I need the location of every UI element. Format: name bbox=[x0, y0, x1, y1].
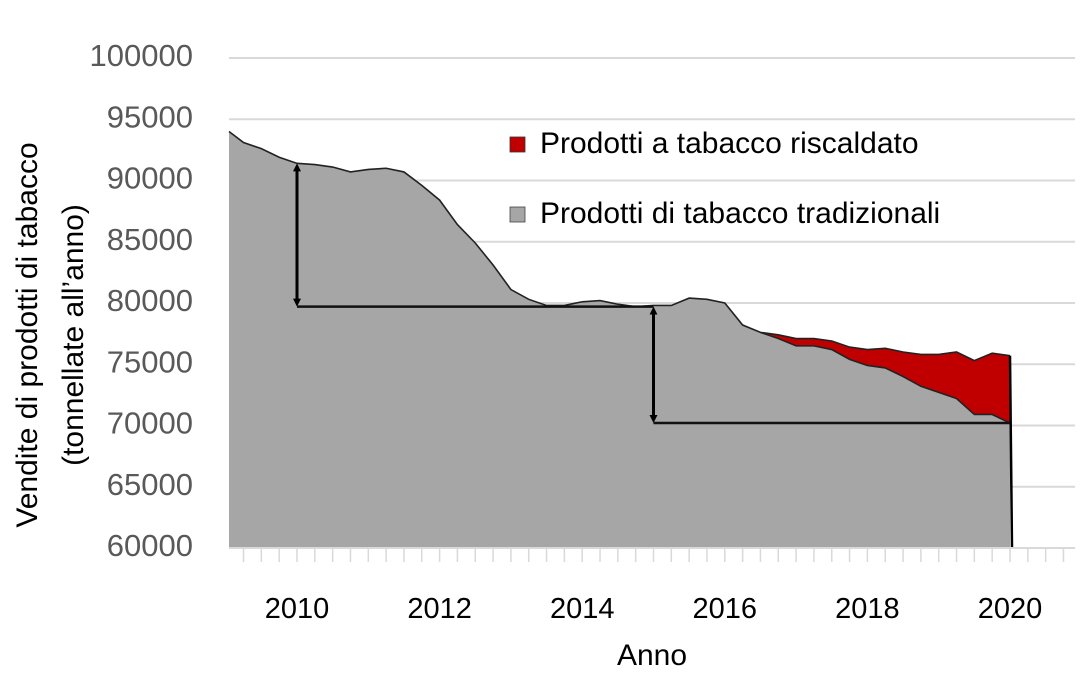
y-tick-label: 60000 bbox=[107, 528, 193, 563]
annotations bbox=[293, 163, 1010, 425]
area-heated bbox=[760, 332, 1010, 424]
legend: Prodotti a tabacco riscaldato Prodotti d… bbox=[509, 127, 940, 230]
y-tick-label: 75000 bbox=[107, 344, 193, 379]
x-tick-label: 2016 bbox=[693, 593, 758, 625]
y-axis: 60000 65000 70000 75000 80000 85000 90000 95000… bbox=[90, 38, 193, 563]
y-tick-label: 85000 bbox=[107, 222, 193, 257]
area-traditional bbox=[229, 131, 1010, 548]
x-tick-label: 2014 bbox=[550, 593, 615, 625]
x-tick-label: 2020 bbox=[978, 593, 1043, 625]
x-tick-label: 2018 bbox=[835, 593, 900, 625]
legend-swatch-red bbox=[509, 136, 526, 153]
legend-label-heated: Prodotti a tabacco riscaldato bbox=[540, 127, 919, 160]
legend-item-traditional: Prodotti di tabacco tradizionali bbox=[509, 197, 940, 230]
y-tick-label: 65000 bbox=[107, 467, 193, 502]
plot-areas bbox=[228, 130, 1014, 549]
y-axis-label-line2: (tonnellate all’anno) bbox=[57, 204, 90, 466]
legend-item-heated: Prodotti a tabacco riscaldato bbox=[509, 127, 919, 160]
line-total bbox=[228, 130, 1011, 362]
y-tick-label: 95000 bbox=[107, 99, 193, 134]
line-traditional bbox=[760, 331, 1011, 424]
drop-line-2020 bbox=[1008, 355, 1014, 549]
y-tick-label: 90000 bbox=[107, 161, 193, 196]
legend-label-traditional: Prodotti di tabacco tradizionali bbox=[540, 197, 940, 230]
y-tick-label: 80000 bbox=[107, 283, 193, 318]
y-axis-label-line1: Vendite di prodotti di tabacco bbox=[11, 142, 44, 527]
y-tick-label: 70000 bbox=[107, 406, 193, 441]
x-tick-label: 2010 bbox=[265, 593, 330, 625]
legend-swatch-gray bbox=[509, 206, 526, 223]
y-tick-label: 100000 bbox=[90, 38, 193, 73]
x-axis: 2010 2012 2014 2016 2018 2020 bbox=[229, 547, 1075, 625]
x-axis-label: Anno bbox=[617, 639, 687, 672]
x-tick-label: 2012 bbox=[407, 593, 472, 625]
